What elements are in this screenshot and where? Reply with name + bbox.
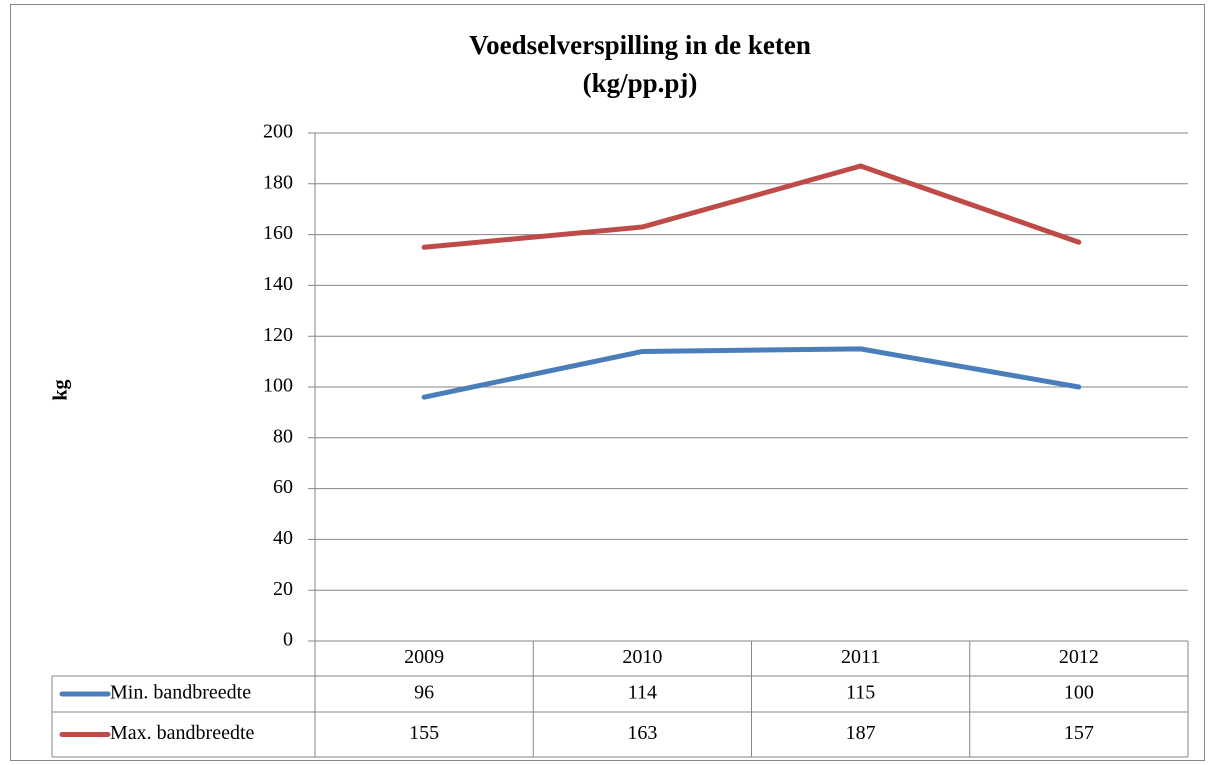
table-value: 115 — [846, 682, 875, 704]
table-value: 96 — [414, 682, 434, 704]
x-tick-label: 2009 — [404, 646, 444, 668]
table-value: 157 — [1064, 722, 1094, 744]
table-value: 100 — [1064, 682, 1094, 704]
legend-label: Min. bandbreedte — [110, 682, 251, 704]
y-tick-label: 140 — [263, 273, 293, 295]
x-tick-label: 2010 — [622, 646, 662, 668]
chart-title: (kg/pp.pj) — [583, 68, 698, 98]
y-tick-label: 120 — [263, 324, 293, 346]
chart-border — [10, 4, 1205, 761]
line-series — [421, 346, 1082, 400]
table-value: 155 — [409, 722, 439, 744]
x-tick-label: 2012 — [1059, 646, 1099, 668]
y-tick-label: 80 — [273, 425, 293, 447]
y-tick-label: 200 — [263, 121, 293, 143]
y-tick-label: 100 — [263, 375, 293, 397]
y-tick-label: 180 — [263, 171, 293, 193]
line-series — [421, 163, 1082, 250]
y-axis-label: kg — [50, 379, 72, 400]
y-tick-label: 160 — [263, 222, 293, 244]
y-tick-label: 60 — [273, 476, 293, 498]
table-value: 187 — [846, 722, 876, 744]
y-tick-label: 40 — [273, 527, 293, 549]
table-value: 114 — [628, 682, 657, 704]
table-value: 163 — [627, 722, 657, 744]
x-tick-label: 2011 — [841, 646, 880, 668]
y-tick-label: 0 — [283, 629, 293, 651]
y-tick-label: 20 — [273, 578, 293, 600]
legend-label: Max. bandbreedte — [110, 722, 255, 744]
chart-title: Voedselverspilling in de keten — [469, 30, 811, 60]
